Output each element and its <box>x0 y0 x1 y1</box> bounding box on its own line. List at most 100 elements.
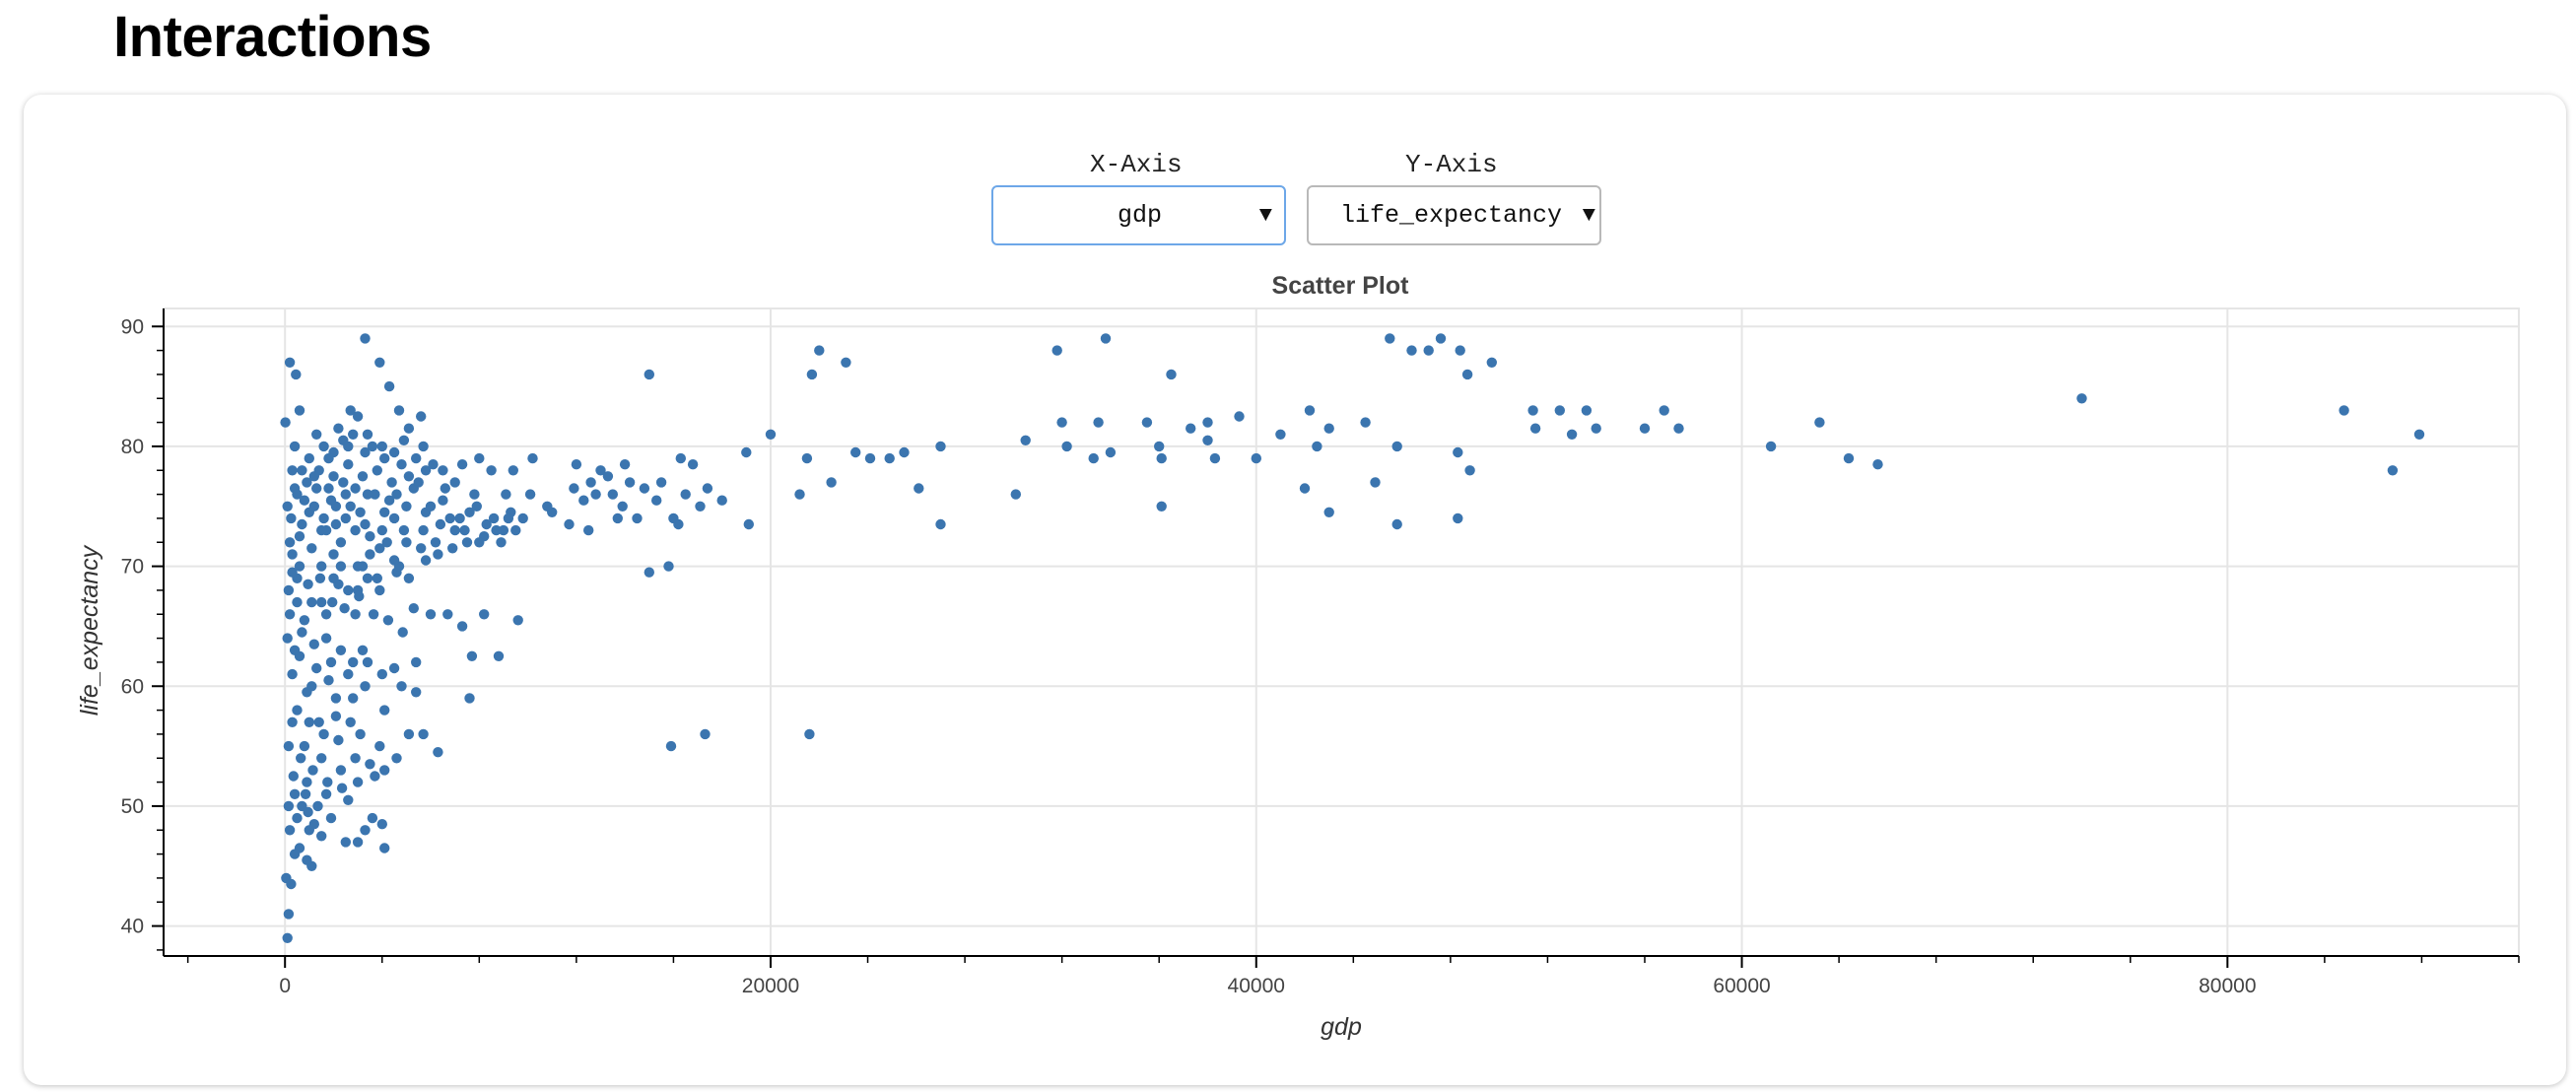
data-point <box>335 537 347 548</box>
data-point <box>320 609 332 620</box>
data-point <box>352 837 364 848</box>
data-point <box>461 537 473 548</box>
data-point <box>297 627 307 638</box>
data-point <box>702 483 713 494</box>
data-point <box>348 693 359 704</box>
data-point <box>794 489 805 500</box>
data-point <box>304 452 314 464</box>
data-point <box>391 489 402 500</box>
data-point <box>411 687 422 698</box>
y-axis-selected-value: life_expectancy <box>1340 201 1563 230</box>
data-point <box>311 662 322 674</box>
data-point <box>466 650 478 661</box>
data-point <box>469 489 480 500</box>
data-point <box>283 800 295 812</box>
data-point <box>741 446 752 458</box>
x-axis-selected-value: gdp <box>1118 201 1163 230</box>
x-axis-select[interactable]: gdp ▼ <box>991 185 1286 245</box>
data-point <box>397 627 408 638</box>
y-tick-label: 70 <box>121 556 144 579</box>
data-point <box>1843 452 1855 464</box>
data-point <box>379 507 390 517</box>
data-point <box>339 603 350 614</box>
data-point <box>306 596 317 608</box>
x-axis-label: X-Axis <box>1090 150 1183 179</box>
data-point <box>442 609 453 620</box>
data-point <box>291 369 302 380</box>
data-point <box>1453 512 1463 524</box>
data-point <box>1234 411 1245 422</box>
data-point <box>284 609 296 620</box>
data-point <box>333 423 344 434</box>
data-point <box>299 740 310 752</box>
data-point <box>345 501 356 512</box>
data-point <box>2339 405 2349 416</box>
data-point <box>716 495 727 506</box>
data-point <box>1141 417 1153 428</box>
data-point <box>288 771 299 782</box>
data-point <box>296 753 306 764</box>
data-point <box>806 369 818 380</box>
data-point <box>316 596 327 608</box>
data-point <box>362 429 373 440</box>
data-point <box>512 615 523 626</box>
data-point <box>308 471 319 482</box>
data-point <box>1209 452 1221 464</box>
data-point <box>1385 333 1395 344</box>
data-point <box>403 471 415 482</box>
data-point <box>1639 423 1651 434</box>
data-point <box>360 446 371 458</box>
data-point <box>607 489 618 500</box>
data-point <box>289 441 301 452</box>
data-point <box>474 452 485 464</box>
data-point <box>1659 405 1669 416</box>
data-point <box>1061 441 1072 452</box>
data-point <box>308 819 319 830</box>
data-point <box>372 465 382 476</box>
data-point <box>374 584 385 596</box>
data-point <box>388 446 400 458</box>
y-axis-title: life_expectancy <box>76 544 103 716</box>
data-point <box>307 765 318 776</box>
data-point <box>1202 435 1213 445</box>
data-point <box>1370 477 1381 488</box>
data-point <box>583 524 594 536</box>
data-point <box>286 512 297 524</box>
data-point <box>456 621 468 632</box>
data-point <box>343 584 354 596</box>
data-point <box>680 489 691 500</box>
data-point <box>352 411 364 422</box>
data-point <box>1051 345 1062 356</box>
data-point <box>325 812 337 824</box>
data-point <box>338 477 349 488</box>
data-point <box>357 645 369 655</box>
data-point <box>362 656 373 668</box>
data-point <box>1453 446 1463 458</box>
data-point <box>743 518 754 530</box>
data-point <box>328 573 339 583</box>
data-point <box>488 512 500 524</box>
data-point <box>316 831 327 842</box>
y-axis-select[interactable]: life_expectancy ▼ <box>1307 185 1601 245</box>
data-point <box>383 495 395 506</box>
data-point <box>884 452 895 464</box>
data-point <box>1202 417 1213 428</box>
data-point <box>393 405 405 416</box>
data-point <box>286 878 297 890</box>
data-point <box>328 549 339 560</box>
data-point <box>318 728 329 740</box>
data-point <box>325 656 337 668</box>
chart-title: Scatter Plot <box>1272 272 1410 300</box>
data-point <box>327 596 338 608</box>
y-axis-label: Y-Axis <box>1405 150 1498 179</box>
data-point <box>284 825 296 836</box>
data-point <box>292 812 303 824</box>
data-point <box>330 518 342 530</box>
data-point <box>376 524 387 536</box>
data-point <box>1100 333 1112 344</box>
data-point <box>850 446 861 458</box>
data-point <box>401 537 412 548</box>
data-point <box>365 759 375 770</box>
data-point <box>1591 423 1601 434</box>
